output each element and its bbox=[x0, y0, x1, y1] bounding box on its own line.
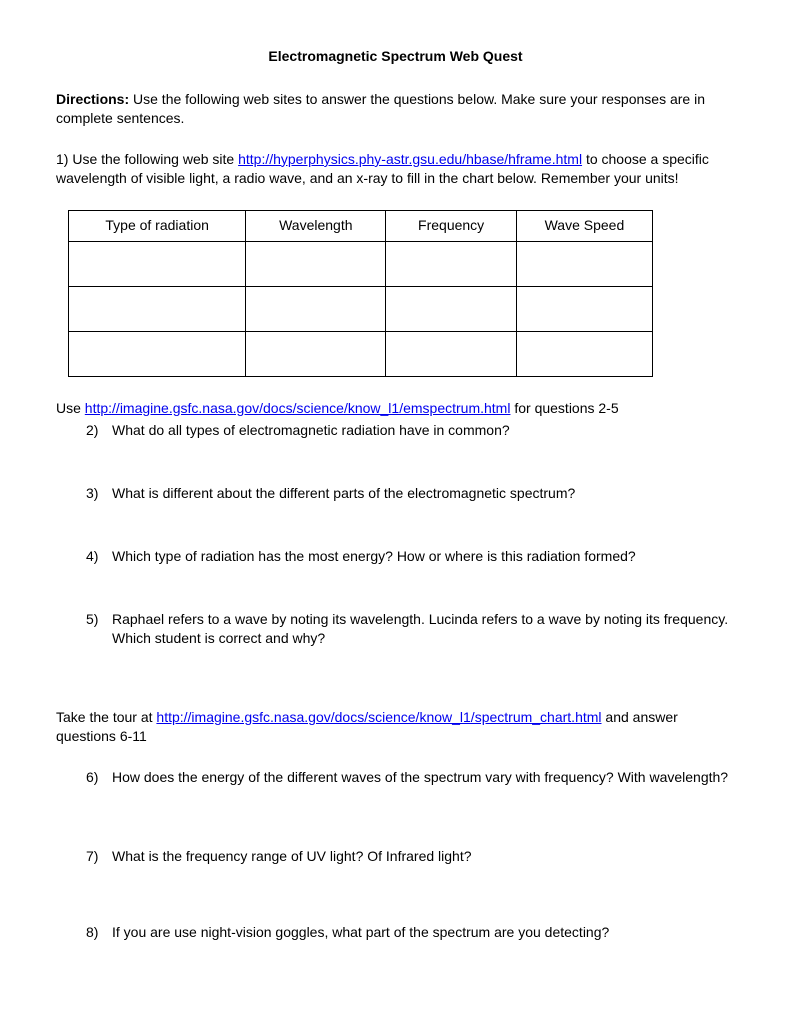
q1-lead: 1) Use the following web site bbox=[56, 151, 238, 167]
question-5: 5) Raphael refers to a wave by noting it… bbox=[86, 610, 735, 648]
question-8: 8) If you are use night-vision goggles, … bbox=[86, 923, 735, 942]
directions-paragraph: Directions: Use the following web sites … bbox=[56, 90, 735, 128]
section2-lead: Use bbox=[56, 400, 85, 416]
q-text: What do all types of electromagnetic rad… bbox=[112, 421, 735, 440]
table-cell bbox=[246, 331, 386, 376]
section-3-intro: Take the tour at http://imagine.gsfc.nas… bbox=[56, 708, 735, 746]
document-page: Electromagnetic Spectrum Web Quest Direc… bbox=[0, 0, 791, 1026]
table-cell bbox=[246, 286, 386, 331]
section3-lead: Take the tour at bbox=[56, 709, 156, 725]
table-cell bbox=[69, 331, 246, 376]
q-text: What is different about the different pa… bbox=[112, 484, 735, 503]
table-cell bbox=[386, 286, 516, 331]
question-1: 1) Use the following web site http://hyp… bbox=[56, 150, 735, 188]
table-row bbox=[69, 286, 653, 331]
table-row bbox=[69, 241, 653, 286]
question-list-2-5: 2) What do all types of electromagnetic … bbox=[56, 421, 735, 647]
q-text: If you are use night-vision goggles, wha… bbox=[112, 923, 735, 942]
question-7: 7) What is the frequency range of UV lig… bbox=[86, 847, 735, 866]
directions-label: Directions: bbox=[56, 91, 129, 107]
table-row bbox=[69, 331, 653, 376]
directions-text: Use the following web sites to answer th… bbox=[56, 91, 705, 126]
question-list-6-11: 6) How does the energy of the different … bbox=[56, 768, 735, 943]
radiation-table: Type of radiation Wavelength Frequency W… bbox=[68, 210, 653, 377]
table-cell bbox=[69, 286, 246, 331]
q1-link[interactable]: http://hyperphysics.phy-astr.gsu.edu/hba… bbox=[238, 151, 582, 167]
table-cell bbox=[516, 286, 652, 331]
section3-link[interactable]: http://imagine.gsfc.nasa.gov/docs/scienc… bbox=[156, 709, 601, 725]
q-number: 4) bbox=[86, 547, 112, 566]
table-cell bbox=[516, 241, 652, 286]
table-cell bbox=[516, 331, 652, 376]
table-header: Type of radiation bbox=[69, 210, 246, 241]
section2-link[interactable]: http://imagine.gsfc.nasa.gov/docs/scienc… bbox=[85, 400, 511, 416]
question-4: 4) Which type of radiation has the most … bbox=[86, 547, 735, 566]
section2-tail: for questions 2-5 bbox=[510, 400, 618, 416]
q-number: 6) bbox=[86, 768, 112, 787]
table-cell bbox=[386, 331, 516, 376]
page-title: Electromagnetic Spectrum Web Quest bbox=[56, 48, 735, 64]
q-text: How does the energy of the different wav… bbox=[112, 768, 735, 787]
table-header: Wavelength bbox=[246, 210, 386, 241]
section-2-intro: Use http://imagine.gsfc.nasa.gov/docs/sc… bbox=[56, 399, 735, 418]
table-cell bbox=[386, 241, 516, 286]
q-text: What is the frequency range of UV light?… bbox=[112, 847, 735, 866]
q-text: Raphael refers to a wave by noting its w… bbox=[112, 610, 735, 648]
q-number: 8) bbox=[86, 923, 112, 942]
table-cell bbox=[69, 241, 246, 286]
q-number: 7) bbox=[86, 847, 112, 866]
q-text: Which type of radiation has the most ene… bbox=[112, 547, 735, 566]
q-number: 3) bbox=[86, 484, 112, 503]
question-3: 3) What is different about the different… bbox=[86, 484, 735, 503]
question-2: 2) What do all types of electromagnetic … bbox=[86, 421, 735, 440]
table-header-row: Type of radiation Wavelength Frequency W… bbox=[69, 210, 653, 241]
table-cell bbox=[246, 241, 386, 286]
q-number: 2) bbox=[86, 421, 112, 440]
question-6: 6) How does the energy of the different … bbox=[86, 768, 735, 787]
table-header: Wave Speed bbox=[516, 210, 652, 241]
q-number: 5) bbox=[86, 610, 112, 648]
table-header: Frequency bbox=[386, 210, 516, 241]
